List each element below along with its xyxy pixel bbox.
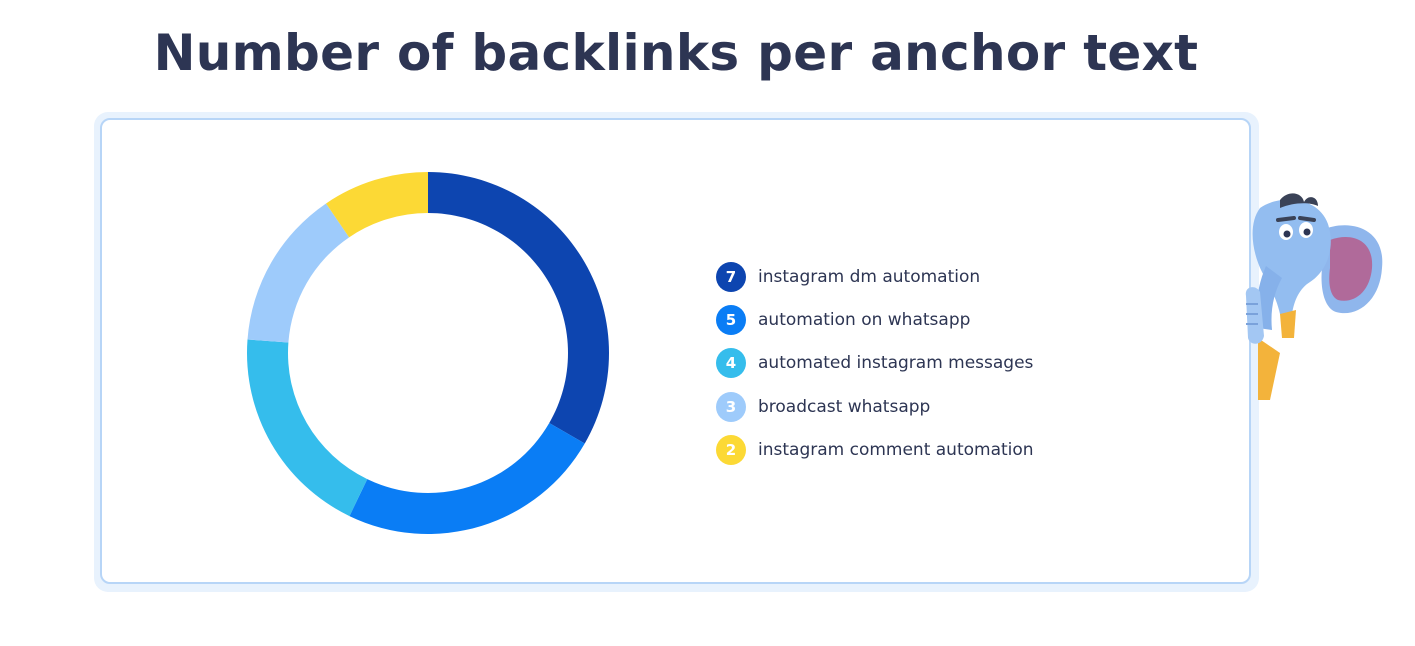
donut-chart <box>247 172 609 534</box>
legend-label: instagram dm automation <box>758 266 981 287</box>
donut-slice <box>326 172 428 238</box>
donut-slice <box>428 172 609 444</box>
donut-slice <box>349 423 585 534</box>
legend-label: automated instagram messages <box>758 353 1034 374</box>
legend-label: broadcast whatsapp <box>758 396 931 417</box>
elephant-mascot-icon <box>1245 193 1383 400</box>
legend-value-badge: 5 <box>716 304 746 335</box>
legend-value-badge: 2 <box>716 434 746 465</box>
donut-slice <box>247 203 350 343</box>
donut-slice <box>247 339 368 517</box>
legend-item: 4 automated instagram messages <box>716 342 1136 385</box>
page-title: Number of backlinks per anchor text <box>153 24 1199 82</box>
legend-value-badge: 3 <box>716 391 746 422</box>
legend-item: 3 broadcast whatsapp <box>716 385 1136 428</box>
legend-value-badge: 4 <box>716 348 746 379</box>
legend-label: automation on whatsapp <box>758 309 971 330</box>
legend-item: 5 automation on whatsapp <box>716 298 1136 341</box>
legend-item: 7 instagram dm automation <box>716 255 1136 298</box>
legend-label: instagram comment automation <box>758 439 1034 460</box>
chart-legend: 7 instagram dm automation 5 automation on w… <box>716 255 1136 471</box>
legend-item: 2 instagram comment automation <box>716 428 1136 471</box>
chart-card <box>100 118 1251 584</box>
legend-value-badge: 7 <box>716 261 746 292</box>
